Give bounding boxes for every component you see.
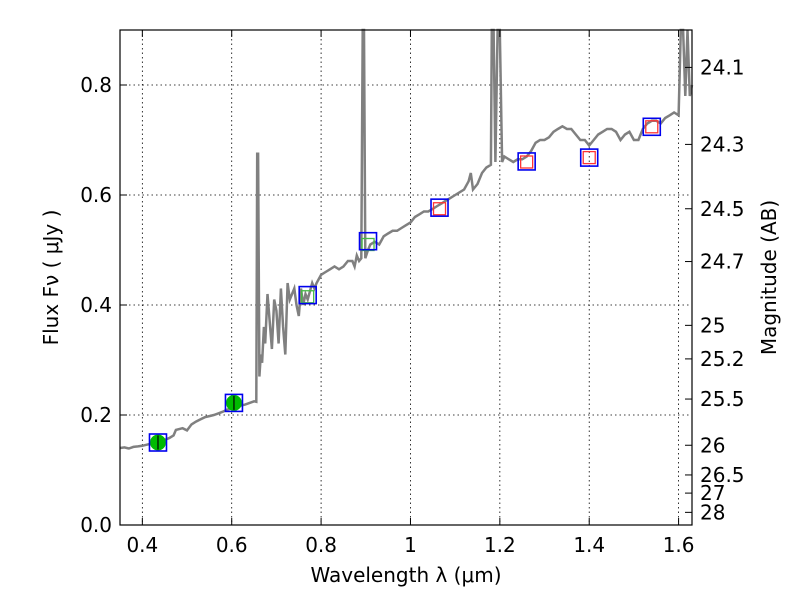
model-flux-square bbox=[361, 237, 375, 252]
x-tick-label: 0.6 bbox=[216, 533, 248, 557]
grid-lines bbox=[120, 30, 692, 526]
observed-flux-marker bbox=[517, 152, 536, 171]
y-axis-title: Flux Fν ( μJy ) bbox=[39, 210, 63, 346]
model-flux-square bbox=[432, 202, 447, 216]
x-tick-label: 1 bbox=[404, 533, 417, 557]
x-tick-label: 1.4 bbox=[573, 533, 605, 557]
plot-area bbox=[119, 28, 694, 452]
y-tick-label: 0.6 bbox=[80, 183, 112, 207]
photometry-markers bbox=[148, 117, 662, 452]
observed-flux-marker bbox=[642, 117, 662, 137]
magnitude-tick-label: 24.5 bbox=[700, 197, 745, 221]
x-tick-label: 0.4 bbox=[126, 533, 158, 557]
magnitude-axis-title: Magnitude (AB) bbox=[757, 200, 781, 355]
x-axis-ticks: 0.4 0.6 0.8 1 1.2 1.4 1.6 bbox=[126, 30, 695, 557]
magnitude-tick-label: 26 bbox=[700, 433, 725, 457]
sed-spectrum-line bbox=[119, 28, 694, 450]
magnitude-tick-label: 24.7 bbox=[700, 250, 745, 274]
model-flux-square bbox=[520, 155, 534, 169]
magnitude-tick-label: 24.1 bbox=[700, 55, 745, 79]
observed-flux-marker bbox=[148, 433, 168, 452]
magnitude-tick-label: 24.3 bbox=[700, 132, 745, 156]
x-tick-label: 1.2 bbox=[484, 533, 516, 557]
x-tick-label: 0.8 bbox=[305, 533, 337, 557]
magnitude-tick-label: 26.5 bbox=[700, 463, 745, 487]
x-axis-title: Wavelength λ (μm) bbox=[310, 563, 501, 587]
magnitude-tick-label: 28 bbox=[700, 500, 725, 524]
model-flux-square bbox=[582, 150, 596, 165]
plot-frame bbox=[119, 29, 693, 526]
x-tick-label: 1.6 bbox=[663, 533, 695, 557]
y-tick-label: 0.8 bbox=[80, 73, 112, 97]
observed-flux-marker bbox=[579, 148, 599, 167]
y-tick-label: 0.2 bbox=[80, 403, 112, 427]
magnitude-tick-label: 25.5 bbox=[700, 387, 745, 411]
y-tick-label: 0.4 bbox=[80, 293, 112, 317]
magnitude-tick-label: 25.2 bbox=[700, 347, 745, 371]
observed-flux-marker bbox=[358, 231, 378, 251]
y-tick-label: 0.0 bbox=[80, 513, 112, 537]
observed-flux-marker bbox=[224, 393, 244, 413]
observed-flux-marker bbox=[298, 285, 317, 305]
magnitude-tick-label: 27 bbox=[700, 481, 725, 505]
model-flux-square bbox=[301, 290, 315, 304]
model-flux-square bbox=[645, 120, 659, 134]
observed-flux-marker bbox=[430, 198, 449, 217]
magnitude-tick-label: 25 bbox=[700, 313, 725, 337]
y-axis-ticks: 0.0 0.2 0.4 0.6 0.8 bbox=[80, 73, 127, 537]
